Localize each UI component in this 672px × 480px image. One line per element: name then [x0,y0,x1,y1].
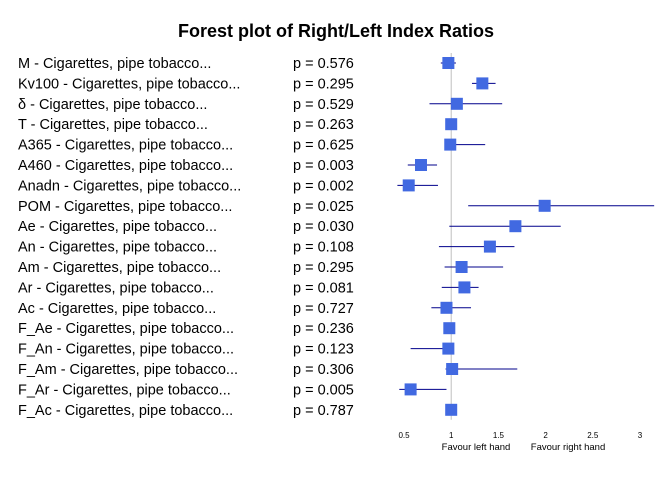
row-label: F_Ac - Cigarettes, pipe tobacco... [18,403,233,419]
p-value: p = 0.727 [293,301,354,317]
estimate-marker [476,77,489,90]
p-value: p = 0.625 [293,138,354,154]
x-axis: 0.5 1 1.5 2 2.5 3 [398,431,642,440]
row-label: Ae - Cigarettes, pipe tobacco... [18,219,217,235]
row-label: δ - Cigarettes, pipe tobacco... [18,97,207,113]
x-tick-label: 1 [449,431,454,440]
p-value: p = 0.236 [293,321,354,337]
estimate-marker [404,383,417,396]
p-value: p = 0.003 [293,158,354,174]
forest-row: F_Am - Cigarettes, pipe tobacco... p = 0.… [18,362,518,378]
row-label: F_Ae - Cigarettes, pipe tobacco... [18,321,234,337]
estimate-marker [443,322,456,335]
forest-row: F_An - Cigarettes, pipe tobacco... p = 0.… [18,342,455,358]
row-label: Ac - Cigarettes, pipe tobacco... [18,301,216,317]
row-label: M - Cigarettes, pipe tobacco... [18,56,211,72]
estimate-marker [402,179,415,192]
estimate-marker [450,97,463,110]
estimate-marker [538,199,551,212]
forest-row: δ - Cigarettes, pipe tobacco... p = 0.529 [18,97,503,113]
estimate-marker [444,138,457,151]
row-label: A460 - Cigarettes, pipe tobacco... [18,158,233,174]
row-label: Ar - Cigarettes, pipe tobacco... [18,280,214,296]
forest-row: An - Cigarettes, pipe tobacco... p = 0.10… [18,240,515,256]
p-value: p = 0.030 [293,219,354,235]
p-value: p = 0.787 [293,403,354,419]
p-value: p = 0.263 [293,117,354,133]
row-label: An - Cigarettes, pipe tobacco... [18,240,217,256]
forest-row: F_Ae - Cigarettes, pipe tobacco... p = 0.… [18,321,456,337]
x-tick-label: 2.5 [587,431,599,440]
forest-row: Kv100 - Cigarettes, pipe tobacco... p = 0… [18,76,496,92]
p-value: p = 0.576 [293,56,354,72]
row-label: Am - Cigarettes, pipe tobacco... [18,260,221,276]
p-value: p = 0.295 [293,260,354,276]
p-value: p = 0.295 [293,76,354,92]
forest-row: Ar - Cigarettes, pipe tobacco... p = 0.08… [18,280,479,296]
estimate-marker [483,240,496,253]
forest-row: F_Ac - Cigarettes, pipe tobacco... p = 0.… [18,403,458,419]
forest-row: Ae - Cigarettes, pipe tobacco... p = 0.03… [18,219,561,235]
estimate-marker [445,403,458,416]
forest-row: Ac - Cigarettes, pipe tobacco... p = 0.72… [18,301,472,317]
row-label: F_An - Cigarettes, pipe tobacco... [18,342,234,358]
x-tick-label: 0.5 [398,431,410,440]
forest-row: A460 - Cigarettes, pipe tobacco... p = 0.… [18,158,438,174]
chart-title: Forest plot of Right/Left Index Ratios [178,21,494,41]
row-label: F_Ar - Cigarettes, pipe tobacco... [18,382,231,398]
p-value: p = 0.005 [293,382,354,398]
p-value: p = 0.123 [293,342,354,358]
x-tick-label: 3 [638,431,643,440]
forest-row: A365 - Cigarettes, pipe tobacco... p = 0.… [18,138,486,154]
x-tick-label: 1.5 [493,431,505,440]
row-label: T - Cigarettes, pipe tobacco... [18,117,208,133]
estimate-marker [445,118,458,131]
p-value: p = 0.002 [293,178,354,194]
favour-right-label: Favour right hand [531,442,605,453]
forest-row: POM - Cigarettes, pipe tobacco... p = 0.0… [18,199,655,215]
x-tick-label: 2 [543,431,548,440]
row-label: POM - Cigarettes, pipe tobacco... [18,199,232,215]
p-value: p = 0.025 [293,199,354,215]
estimate-marker [458,281,471,294]
estimate-marker [455,261,468,273]
p-value: p = 0.081 [293,280,354,296]
rows-layer: M - Cigarettes, pipe tobacco... p = 0.576… [18,56,655,419]
row-label: A365 - Cigarettes, pipe tobacco... [18,138,233,154]
estimate-marker [446,363,459,375]
forest-row: F_Ar - Cigarettes, pipe tobacco... p = 0.… [18,382,447,398]
estimate-marker [442,342,455,355]
estimate-marker [414,159,427,171]
forest-row: T - Cigarettes, pipe tobacco... p = 0.263 [18,117,458,133]
row-label: Kv100 - Cigarettes, pipe tobacco... [18,76,240,92]
forest-row: Am - Cigarettes, pipe tobacco... p = 0.29… [18,260,504,276]
favour-left-label: Favour left hand [442,442,511,453]
row-label: Anadn - Cigarettes, pipe tobacco... [18,178,241,194]
estimate-marker [442,57,455,69]
estimate-marker [440,301,453,314]
row-label: F_Am - Cigarettes, pipe tobacco... [18,362,238,378]
forest-row: Anadn - Cigarettes, pipe tobacco... p = 0… [18,178,438,194]
p-value: p = 0.529 [293,97,354,113]
estimate-marker [509,220,522,233]
p-value: p = 0.108 [293,240,354,256]
forest-row: M - Cigarettes, pipe tobacco... p = 0.576 [18,56,456,72]
p-value: p = 0.306 [293,362,354,378]
